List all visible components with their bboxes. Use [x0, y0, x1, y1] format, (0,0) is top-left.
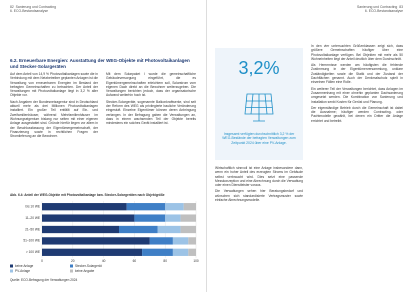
- y-tick-label: 51–100 WE: [23, 239, 40, 243]
- infobox-text: Insgesamt verfügten durchschnittlich 3,2…: [222, 132, 296, 145]
- x-tick-label: 60: [133, 259, 137, 263]
- header-title: Sanierung und Contracting: [356, 5, 398, 9]
- bar-segment: [142, 248, 173, 256]
- paragraph: Die Verwaltungen sehen hier Beratungsbed…: [215, 189, 303, 203]
- paragraph: Wirtschaftlich sinnvoll ist eine Anlage …: [215, 166, 303, 188]
- y-tick-label: bis 10 WE: [25, 205, 40, 209]
- legend-swatch: [70, 269, 73, 273]
- bar-segment: [42, 203, 127, 211]
- bar-segment: [157, 225, 181, 234]
- bar-segment: [134, 214, 166, 222]
- figure-source: Quelle: ECO-Befragung der Verwaltungen 2…: [10, 278, 78, 282]
- y-tick-label: 21–50 WE: [25, 227, 40, 231]
- paragraph: Ein weiterer Teil der Verwaltungen beric…: [311, 86, 403, 104]
- x-tick-label: 100: [193, 259, 199, 263]
- bar-segment: [149, 237, 173, 245]
- x-tick-label: 20: [71, 259, 75, 263]
- text-column: Auf dem Anteil von 14,9 % Photovoltaikan…: [10, 72, 98, 190]
- text-column: Mit dem Solarpaket I wurde die gemeinsch…: [106, 72, 196, 190]
- right-page: Sanierung und Contracting 83 6. ECO-Besta…: [206, 0, 412, 292]
- bar-segment: [42, 237, 150, 245]
- page-number: 83: [399, 5, 403, 9]
- header-title: Sanierung und Contracting: [15, 5, 57, 9]
- bar-segment: [42, 225, 119, 234]
- paragraph: Stecker-Solargeräte, sogenannte Balkonkr…: [106, 99, 196, 126]
- y-tick-label: > 100 WE: [26, 250, 40, 254]
- key-figure: 3,2%: [238, 58, 280, 78]
- paragraph: Der eigenständige Betrieb durch die Geme…: [311, 105, 403, 123]
- x-tick-label: 80: [163, 259, 167, 263]
- header-subtitle: 6. ECO-Bestandsanalyse: [10, 9, 49, 14]
- text-column: In den vier untersuchten Größenklassen z…: [311, 44, 403, 284]
- legend-swatch: [10, 264, 13, 268]
- bar-segment: [172, 248, 189, 256]
- left-page: 82 Sanierung und Contracting 6. ECO-Besta…: [10, 5, 199, 282]
- legend-label: keine Angabe: [75, 269, 95, 273]
- bar-segment: [180, 214, 196, 222]
- header: Sanierung und Contracting 83 6. ECO-Besta…: [357, 5, 403, 13]
- legend-label: PV-Anlage: [15, 269, 30, 273]
- bar-segment: [188, 237, 196, 245]
- solar-icon: [244, 93, 274, 122]
- bar-segment: [42, 248, 143, 256]
- header: 82 Sanierung und Contracting 6. ECO-Besta…: [10, 5, 56, 13]
- bar-segment: [165, 203, 184, 211]
- paragraph: Mit dem Solarpaket I wurde die gemeinsch…: [106, 72, 196, 98]
- bar-segment: [126, 203, 166, 211]
- infobox: 3,2% Insgesamt verfügten durchschnittlic…: [215, 48, 303, 160]
- bar-segment: [180, 225, 196, 234]
- paragraph: In den vier untersuchten Größenklassen z…: [311, 44, 403, 61]
- x-tick-label: 0: [41, 259, 43, 263]
- paragraph: Nach Angaben der Bundesnetzagentur sind …: [10, 99, 98, 139]
- legend-label: Stecker-Solargerät: [75, 264, 102, 268]
- paragraph: Auf dem Anteil von 14,9 % Photovoltaikan…: [10, 72, 98, 98]
- figure: Abb. 6.4: Anteil der WEG-Objekte mit Pho…: [10, 193, 199, 282]
- bar-segment: [165, 214, 181, 222]
- figure-title: Abb. 6.4: Anteil der WEG-Objekte mit Pho…: [10, 193, 165, 197]
- legend-swatch: [70, 264, 73, 268]
- bar-segment: [188, 248, 196, 256]
- text-column: Wirtschaftlich sinnvoll ist eine Anlage …: [215, 166, 303, 284]
- page-number: 82: [10, 5, 14, 9]
- section-heading: 6.2. Erneuerbare Energien: Ausstattung d…: [10, 58, 190, 69]
- bar-segment: [172, 237, 189, 245]
- legend-label: keine Anlage: [15, 264, 33, 268]
- legend-swatch: [10, 269, 13, 273]
- x-tick-label: 40: [102, 259, 106, 263]
- y-tick-label: 11–20 WE: [25, 216, 40, 220]
- paragraph: Als Hemmnisse werden am häufigsten die f…: [311, 63, 403, 85]
- bar-segment: [183, 203, 196, 211]
- bar-segment: [119, 225, 158, 234]
- bar-segment: [42, 214, 135, 222]
- header-subtitle: 6. ECO-Bestandsanalyse: [364, 9, 403, 14]
